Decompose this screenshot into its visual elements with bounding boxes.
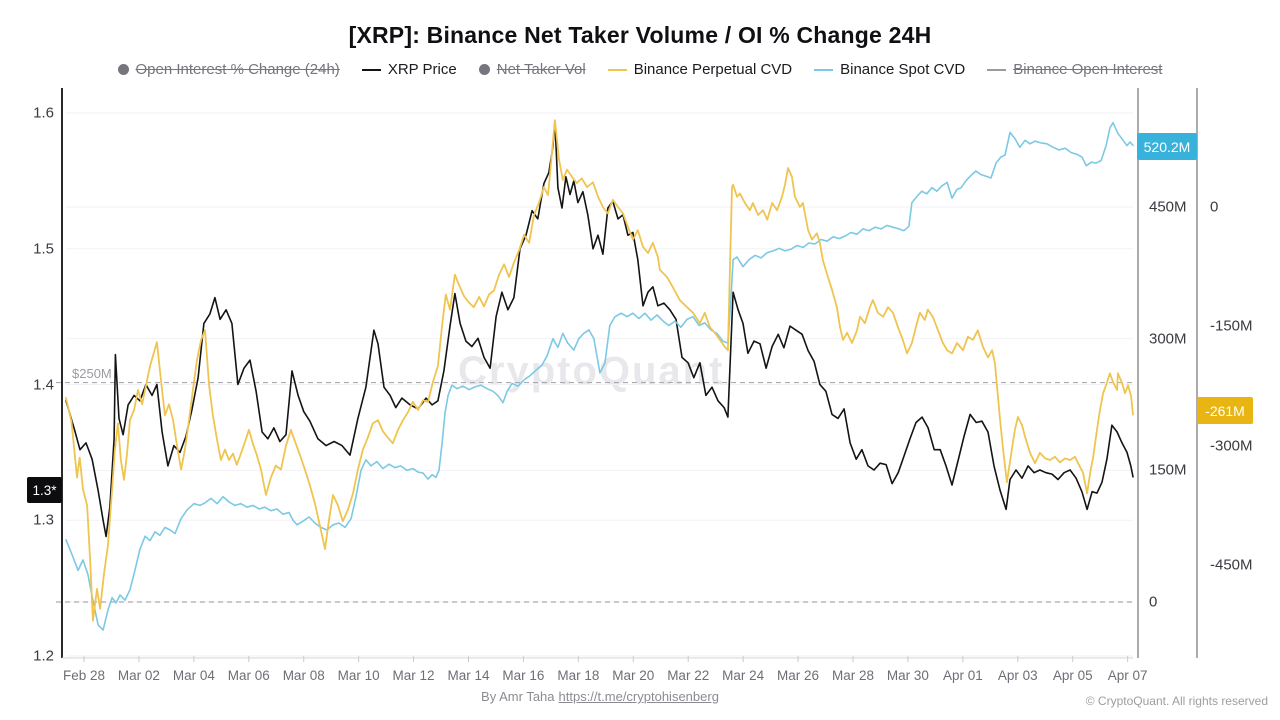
legend-line-marker — [361, 68, 381, 71]
x-ticks — [83, 656, 1129, 662]
price-tick-label: 1.2 — [33, 647, 54, 665]
cryptoquant-watermark: CryptoQuant — [458, 349, 725, 393]
threshold-label: $250M — [72, 366, 112, 381]
x-tick-label: Feb 28 — [62, 668, 105, 683]
series-lines — [65, 119, 1134, 631]
legend-item-binance-open-interest[interactable]: Binance Open Interest — [987, 61, 1162, 78]
x-tick-label: Apr 07 — [1107, 668, 1148, 683]
price-tick-label: 1.6 — [33, 104, 54, 122]
x-tick-label: Apr 01 — [942, 668, 983, 683]
x-tick-label: Mar 30 — [886, 668, 929, 683]
spot-tick-label: 150M — [1149, 461, 1187, 479]
x-tick-label: Mar 12 — [392, 668, 435, 683]
byline-text: By Amr Taha — [481, 689, 555, 704]
series-xrp-price — [65, 120, 1134, 538]
spot-value-badge: 520.2M — [1137, 133, 1197, 160]
legend-item-binance-spot-cvd[interactable]: Binance Spot CVD — [814, 61, 965, 78]
x-tick-label: Mar 04 — [172, 668, 215, 683]
x-tick-label: Mar 14 — [447, 668, 490, 683]
x-tick-label: Apr 03 — [997, 668, 1038, 683]
legend-item-label: Binance Spot CVD — [840, 61, 966, 78]
chart-title: [XRP]: Binance Net Taker Volume / OI % C… — [348, 22, 932, 48]
x-tick-label: Mar 20 — [612, 668, 655, 683]
x-tick-label: Apr 05 — [1052, 668, 1093, 683]
legend-item-label: Net Taker Vol — [496, 61, 586, 78]
legend-item-net-taker-vol[interactable]: Net Taker Vol — [478, 61, 586, 78]
price-tick-label: 1.4 — [33, 376, 54, 393]
x-tick-label: Mar 02 — [117, 668, 160, 683]
legend-item-open-interest-pct-change[interactable]: Open Interest % Change (24h) — [117, 61, 340, 78]
series-binance-spot-cvd — [65, 121, 1134, 631]
x-tick-label: Mar 28 — [831, 668, 874, 683]
perp-tick-label: -150M — [1210, 317, 1253, 335]
x-tick-label: Mar 26 — [777, 668, 820, 683]
legend-item-binance-perpetual-cvd[interactable]: Binance Perpetual CVD — [607, 61, 793, 78]
perp-tick-label: 0 — [1210, 198, 1219, 216]
telegram-link[interactable]: https://t.me/cryptohisenberg — [558, 689, 719, 704]
legend: Open Interest % Change (24h) XRP Price Net… — [0, 61, 1280, 78]
x-tick-label: Mar 10 — [337, 668, 380, 683]
series-binance-perpetual-cvd — [65, 119, 1134, 622]
perp-value-badge: -261M — [1197, 397, 1253, 424]
gridlines — [66, 112, 1133, 657]
legend-item-xrp-price[interactable]: XRP Price — [361, 61, 457, 78]
x-tick-label: Mar 06 — [227, 668, 270, 683]
spot-tick-label: 300M — [1149, 330, 1187, 348]
x-tick-label: Mar 08 — [282, 668, 325, 683]
legend-line-marker — [987, 68, 1007, 71]
legend-circle-marker — [478, 64, 490, 75]
perp-tick-label: -450M — [1210, 556, 1253, 574]
x-tick-label: Mar 22 — [667, 668, 710, 683]
legend-item-label: Binance Perpetual CVD — [633, 61, 793, 78]
legend-circle-marker — [117, 64, 129, 75]
legend-item-label: XRP Price — [387, 61, 457, 78]
legend-line-marker — [814, 68, 834, 71]
x-tick-label: Mar 24 — [722, 668, 765, 683]
byline: By Amr Taha https://t.me/cryptohisenberg — [0, 689, 1200, 704]
spot-tick-label: 450M — [1149, 198, 1187, 216]
x-tick-label: Mar 18 — [557, 668, 600, 683]
legend-item-label: Binance Open Interest — [1013, 61, 1163, 78]
perp-tick-label: -300M — [1210, 437, 1253, 455]
copyright-notice: © CryptoQuant. All rights reserved — [1085, 694, 1268, 708]
legend-item-label: Open Interest % Change (24h) — [135, 61, 340, 78]
price-tick-label: 1.5 — [33, 240, 54, 258]
spot-tick-label: 0 — [1149, 593, 1158, 611]
price-value-badge: 1.3* — [27, 477, 62, 503]
legend-line-marker — [607, 68, 627, 71]
x-tick-label: Mar 16 — [502, 668, 545, 683]
price-tick-label: 1.3 — [33, 511, 54, 529]
